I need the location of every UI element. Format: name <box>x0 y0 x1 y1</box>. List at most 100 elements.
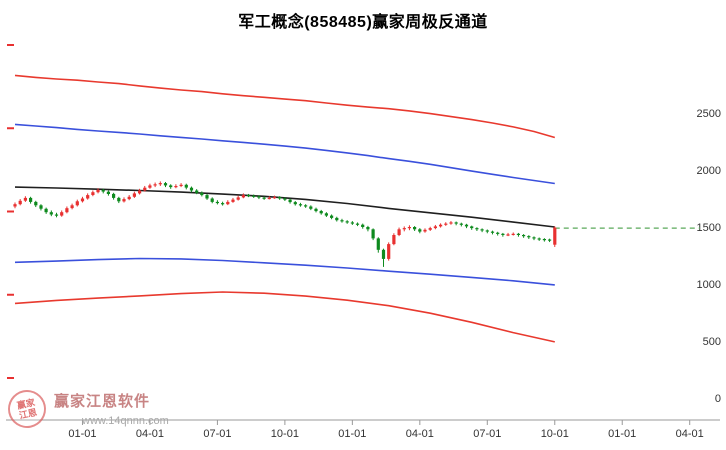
candle-body-down <box>247 195 251 197</box>
x-tick-label: 04-01 <box>136 428 164 440</box>
candle-body-down <box>454 222 458 224</box>
candle-body-up <box>143 187 147 191</box>
x-tick-label: 04-01 <box>676 428 704 440</box>
candle-body-up <box>86 195 90 199</box>
candle-body-up <box>387 244 391 259</box>
candle-body-down <box>371 229 375 239</box>
brand-seal-icon: 赢家 江恩 <box>4 386 50 432</box>
candle-body-up <box>236 197 240 200</box>
candle-body-down <box>542 239 546 241</box>
candle-body-down <box>418 229 422 232</box>
watermark-text: 赢家江恩软件 www.14qnnn.com <box>54 390 169 427</box>
candle-body-down <box>309 206 313 209</box>
candle-body-up <box>553 227 557 245</box>
brand-url: www.14qnnn.com <box>82 415 169 427</box>
x-tick-label: 01-01 <box>608 428 636 440</box>
candle-body-up <box>132 193 136 197</box>
lower-outer-red-channel <box>14 291 555 343</box>
candle-body-up <box>153 184 157 186</box>
candle-body-down <box>475 228 479 230</box>
candle-body-down <box>470 226 474 229</box>
watermark: 赢家 江恩 赢家江恩软件 www.14qnnn.com <box>4 386 169 432</box>
candle-body-up <box>444 223 448 225</box>
candle-body-down <box>106 191 110 194</box>
x-tick-label: 07-01 <box>473 428 501 440</box>
midline-black <box>14 186 555 228</box>
candle-body-up <box>392 235 396 245</box>
y-tick-label: 500 <box>703 336 721 348</box>
candle-body-down <box>537 238 541 240</box>
candle-body-up <box>13 204 17 207</box>
candle-body-up <box>433 226 437 229</box>
y-tick-label: 1000 <box>697 279 721 291</box>
candle-body-down <box>29 197 33 202</box>
y-tick-label: 2000 <box>697 165 721 177</box>
candle-body-up <box>122 199 126 202</box>
candle-body-up <box>272 197 277 199</box>
candle-body-up <box>241 195 245 198</box>
y-tick-label: 1500 <box>697 222 721 234</box>
candle-body-down <box>304 205 308 207</box>
candle-body-down <box>163 183 168 186</box>
candle-body-down <box>324 213 328 216</box>
upper-inner-blue-channel <box>14 123 555 185</box>
candle-body-down <box>195 190 199 193</box>
candle-body-down <box>215 201 219 204</box>
candle-body-down <box>340 220 344 222</box>
candle-body-down <box>527 236 531 238</box>
candle-body-down <box>522 235 526 237</box>
candle-body-up <box>174 186 178 188</box>
candle-body-down <box>376 238 380 250</box>
candle-body-up <box>70 205 74 209</box>
candle-body-down <box>355 223 360 225</box>
candle-body-down <box>298 204 303 206</box>
candle-body-up <box>18 200 22 205</box>
brand-name: 赢家江恩软件 <box>54 393 151 410</box>
candle-body-down <box>184 184 188 188</box>
candle-body-down <box>464 224 469 227</box>
candle-body-down <box>335 217 339 221</box>
candle-body-down <box>319 211 323 214</box>
lower-inner-blue-channel <box>14 257 555 286</box>
candle-body-down <box>293 202 297 205</box>
candle-body-down <box>44 208 48 213</box>
candle-body-down <box>288 199 292 203</box>
candle-body-down <box>459 223 463 225</box>
candle-body-down <box>221 203 225 205</box>
candle-body-down <box>189 187 194 191</box>
candle-body-down <box>257 196 261 198</box>
candle-body-up <box>179 184 183 186</box>
y-tick-label: 2500 <box>697 108 721 120</box>
candle-body-down <box>200 192 204 196</box>
x-tick-label: 10-01 <box>541 428 569 440</box>
candle-body-up <box>23 197 27 201</box>
candle-body-up <box>96 189 100 193</box>
candle-body-down <box>112 193 116 198</box>
candle-body-up <box>65 208 69 213</box>
upper-outer-red-channel <box>14 74 556 139</box>
candle-body-up <box>511 233 515 235</box>
candle-body-up <box>226 201 230 205</box>
candle-body-down <box>314 208 318 212</box>
candle-body-up <box>407 227 411 229</box>
y-tick-label: 0 <box>715 393 721 405</box>
seal-text-bottom: 江恩 <box>18 407 38 421</box>
candle-body-down <box>39 205 43 209</box>
candle-body-down <box>252 195 256 197</box>
candle-body-down <box>117 197 121 202</box>
candle-body-down <box>413 227 417 230</box>
candle-body-up <box>402 228 406 230</box>
candle-body-up <box>158 183 162 185</box>
candle-body-up <box>267 197 271 200</box>
candle-body-down <box>361 224 365 227</box>
x-tick-label: 04-01 <box>406 428 434 440</box>
candle-body-up <box>138 190 142 194</box>
x-tick-label: 01-01 <box>338 428 366 440</box>
candle-body-down <box>381 249 386 259</box>
candle-body-down <box>490 231 495 233</box>
candle-body-up <box>506 234 510 236</box>
candle-body-down <box>34 201 38 206</box>
candle-body-down <box>283 198 287 200</box>
candle-body-down <box>496 232 500 234</box>
